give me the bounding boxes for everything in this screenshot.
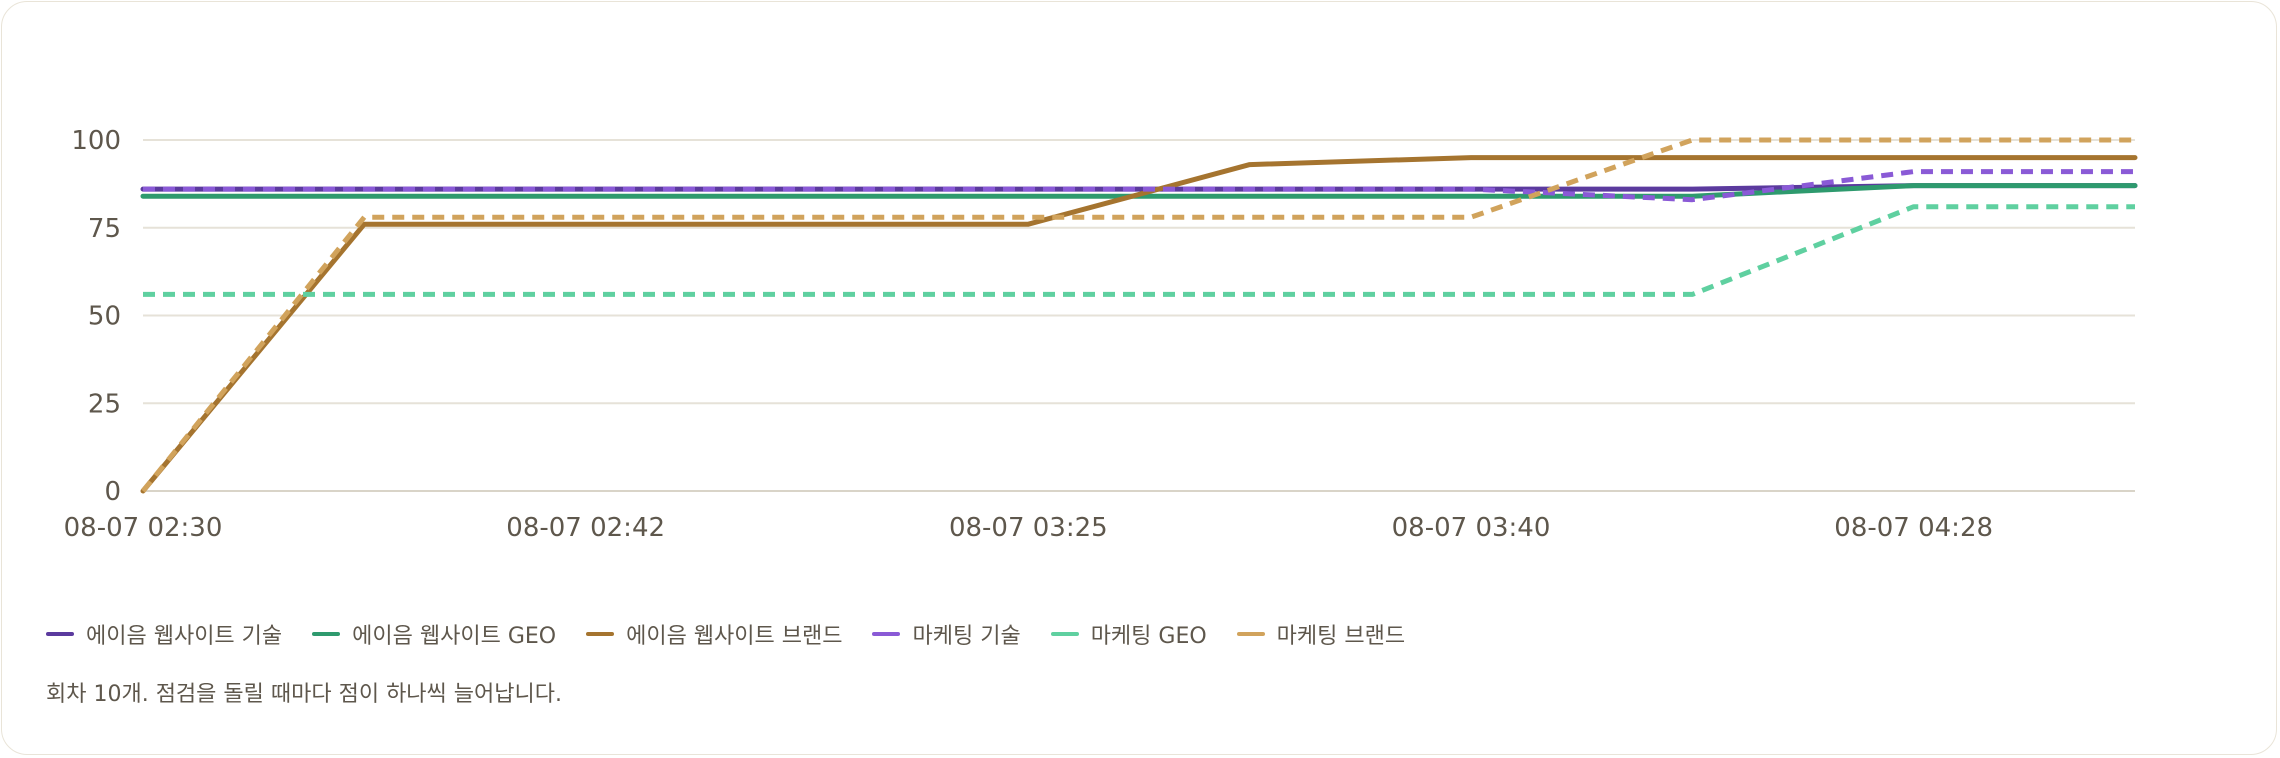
x-tick-label: 08-07 03:40 [1392, 513, 1551, 543]
series-line-2 [140, 155, 2138, 494]
legend-swatch [1050, 632, 1079, 636]
y-tick-label: 75 [88, 214, 121, 244]
legend-item-1: 에이음 웹사이트 GEO [312, 618, 556, 650]
series-lines [140, 137, 2138, 494]
series-line-4 [143, 204, 2135, 297]
legend-item-3: 마케팅 기술 [872, 618, 1021, 650]
legend-label: 에이음 웹사이트 브랜드 [626, 624, 843, 649]
legend-label: 마케팅 GEO [1090, 624, 1207, 649]
chart-note: 회차 10개. 점검을 돌릴 때마다 점이 하나씩 늘어납니다. [46, 682, 562, 707]
legend-swatch [586, 632, 615, 636]
legend-item-2: 에이음 웹사이트 브랜드 [586, 618, 842, 650]
legend-item-5: 마케팅 브랜드 [1236, 618, 1406, 650]
y-tick-label: 50 [88, 302, 121, 332]
x-tick-label: 08-07 03:25 [949, 513, 1108, 543]
y-tick-label: 100 [71, 126, 121, 156]
y-tick-label: 0 [104, 477, 121, 507]
series-line-5 [141, 137, 2135, 493]
legend-swatch [312, 632, 341, 636]
legend-label: 마케팅 브랜드 [1276, 624, 1406, 649]
legend-label: 에이음 웹사이트 GEO [352, 624, 557, 649]
x-tick-label: 08-07 02:30 [64, 513, 223, 543]
x-tick-label: 08-07 04:28 [1834, 513, 1993, 543]
y-axis-ticks: 0 25 50 75 100 [71, 126, 121, 507]
legend-swatch [872, 632, 901, 636]
x-tick-label: 08-07 02:42 [506, 513, 665, 543]
legend: 에이음 웹사이트 기술 에이음 웹사이트 GEO 에이음 웹사이트 브랜드 마케팅 기… [46, 618, 1405, 650]
legend-label: 마케팅 기술 [912, 624, 1021, 649]
legend-swatch [46, 632, 74, 636]
legend-item-4: 마케팅 GEO [1050, 618, 1207, 650]
series-line-3 [143, 169, 2135, 203]
legend-swatch [1236, 632, 1265, 636]
legend-label: 에이음 웹사이트 기술 [86, 624, 283, 649]
y-tick-label: 25 [88, 389, 121, 419]
legend-item-0: 에이음 웹사이트 기술 [46, 618, 282, 650]
x-axis-ticks: 08-07 02:30 08-07 02:42 08-07 03:25 08-07 0… [64, 513, 1993, 543]
